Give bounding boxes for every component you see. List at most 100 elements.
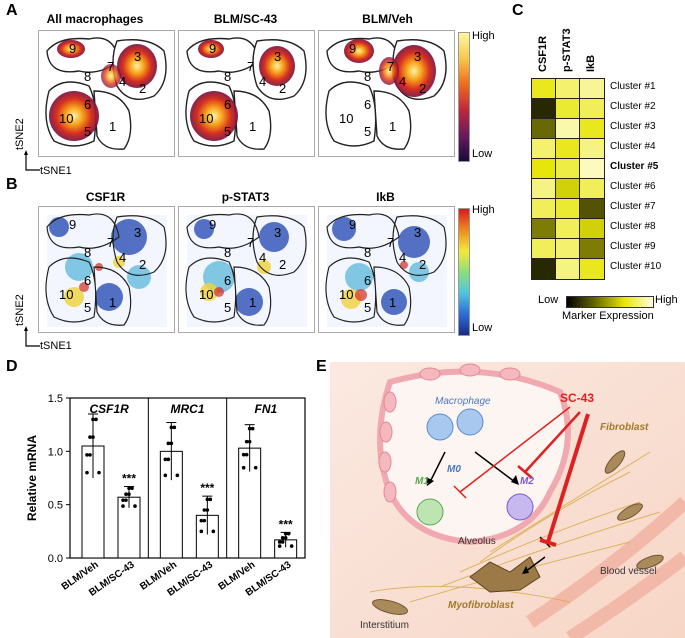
heatmap-legend-bar	[566, 296, 654, 308]
colorbar-low-label-b: Low	[472, 322, 493, 334]
marker-title-csf1r: CSF1R	[85, 190, 126, 204]
data-point	[166, 441, 171, 446]
heatmap-row-label: Cluster #3	[610, 121, 656, 132]
svg-text:9: 9	[349, 41, 356, 56]
data-point	[253, 465, 258, 470]
data-point	[283, 531, 288, 536]
data-point	[208, 497, 213, 502]
data-point	[166, 457, 171, 462]
cluster-label: 3	[134, 49, 141, 64]
tsne-title-sc43: BLM/SC-43	[213, 12, 278, 26]
svg-text:7: 7	[107, 235, 114, 250]
svg-text:5: 5	[364, 124, 371, 139]
data-point	[244, 452, 249, 457]
label-m1: M1	[415, 476, 429, 487]
density-map: 98 7 34 2 6 10 5 1	[325, 37, 447, 150]
svg-text:7: 7	[247, 59, 254, 74]
significance-marker: ***	[279, 517, 293, 531]
axis-label-tsne1-b: tSNE1	[40, 340, 72, 352]
data-point	[97, 470, 101, 475]
data-point	[130, 486, 134, 491]
label-m2: M2	[520, 476, 534, 487]
data-point	[202, 508, 207, 512]
heatmap-cell	[531, 258, 557, 280]
tsne-marker-ikb: 9 8 7 3 4 2 6 10 5 1	[318, 206, 455, 333]
heatmap-column-label: CSF1R	[537, 35, 549, 72]
heatmap-legend-high: High	[655, 294, 678, 306]
svg-text:1: 1	[389, 295, 396, 310]
data-point	[289, 544, 294, 548]
data-point	[85, 470, 89, 475]
data-point	[286, 531, 291, 536]
data-point	[277, 544, 282, 548]
label-myofibroblast: Myofibroblast	[448, 600, 514, 611]
svg-text:2: 2	[279, 257, 286, 272]
svg-text:6: 6	[224, 273, 231, 288]
svg-text:7: 7	[387, 59, 394, 74]
svg-text:5: 5	[224, 300, 231, 315]
fibroblast-cells	[372, 450, 664, 615]
svg-text:4: 4	[119, 250, 126, 265]
svg-text:8: 8	[224, 69, 231, 84]
data-point	[169, 441, 174, 446]
data-point	[247, 439, 252, 444]
heatmap-cell	[555, 198, 581, 220]
heatmap-cell	[555, 218, 581, 240]
svg-text:8: 8	[84, 245, 91, 260]
marker-title-ikb: IkB	[376, 190, 395, 204]
y-tick-label: 0.5	[48, 500, 63, 512]
epithelial-cells	[378, 363, 521, 503]
data-point	[91, 435, 95, 439]
cluster-label: 2	[139, 81, 146, 96]
inhibition-lines	[453, 406, 590, 547]
heatmap-cell	[531, 138, 557, 160]
panel-label-a: A	[6, 2, 18, 19]
heatmap-legend-low: Low	[538, 294, 559, 306]
data-point	[244, 439, 249, 444]
svg-text:4: 4	[399, 250, 406, 265]
axis-arrows	[24, 150, 40, 171]
panel-label-c: C	[512, 2, 524, 19]
data-point	[172, 425, 177, 430]
arrow-heads	[426, 475, 529, 574]
macrophage-cells	[426, 408, 484, 441]
svg-text:3: 3	[414, 225, 421, 240]
panel-label-b: B	[6, 176, 18, 193]
svg-text:9: 9	[69, 217, 76, 232]
svg-text:5: 5	[84, 300, 91, 315]
heatmap-cell	[531, 158, 557, 180]
tsne-plot-all-macrophages: 9 8 7 3 4 2 6 10 5 1	[38, 30, 175, 157]
svg-text:5: 5	[224, 124, 231, 139]
data-point	[241, 465, 246, 470]
data-point	[241, 452, 246, 457]
heatmap-cell	[579, 98, 605, 120]
heatmap-cell	[579, 218, 605, 240]
svg-text:6: 6	[84, 273, 91, 288]
svg-text:7: 7	[247, 235, 254, 250]
significance-marker: ***	[200, 481, 214, 495]
label-blood-vessel: Blood vessel	[600, 566, 657, 577]
heatmap-cell	[555, 118, 581, 140]
svg-text:10: 10	[59, 287, 73, 302]
heatmap-cell	[531, 198, 557, 220]
data-point	[202, 518, 207, 523]
cluster-label: 7	[107, 59, 114, 74]
heatmap-cell	[579, 118, 605, 140]
svg-text:10: 10	[199, 287, 213, 302]
label-macrophage: Macrophage	[435, 396, 491, 407]
svg-text:2: 2	[279, 81, 286, 96]
svg-text:4: 4	[259, 250, 266, 265]
axis-label-tsne2: tSNE2	[14, 118, 26, 150]
svg-text:10: 10	[339, 287, 353, 302]
svg-text:6: 6	[224, 97, 231, 112]
tsne-title-veh: BLM/Veh	[362, 12, 413, 26]
label-m0: M0	[447, 464, 461, 475]
svg-text:4: 4	[399, 74, 406, 89]
panel-label-e: E	[316, 358, 327, 375]
data-point	[169, 425, 174, 430]
svg-text:8: 8	[364, 69, 371, 84]
data-point	[121, 504, 125, 508]
density-map: 9 8 7 3 4 2 6 10 5 1	[45, 37, 167, 150]
axis-label-tsne1: tSNE1	[40, 165, 72, 177]
